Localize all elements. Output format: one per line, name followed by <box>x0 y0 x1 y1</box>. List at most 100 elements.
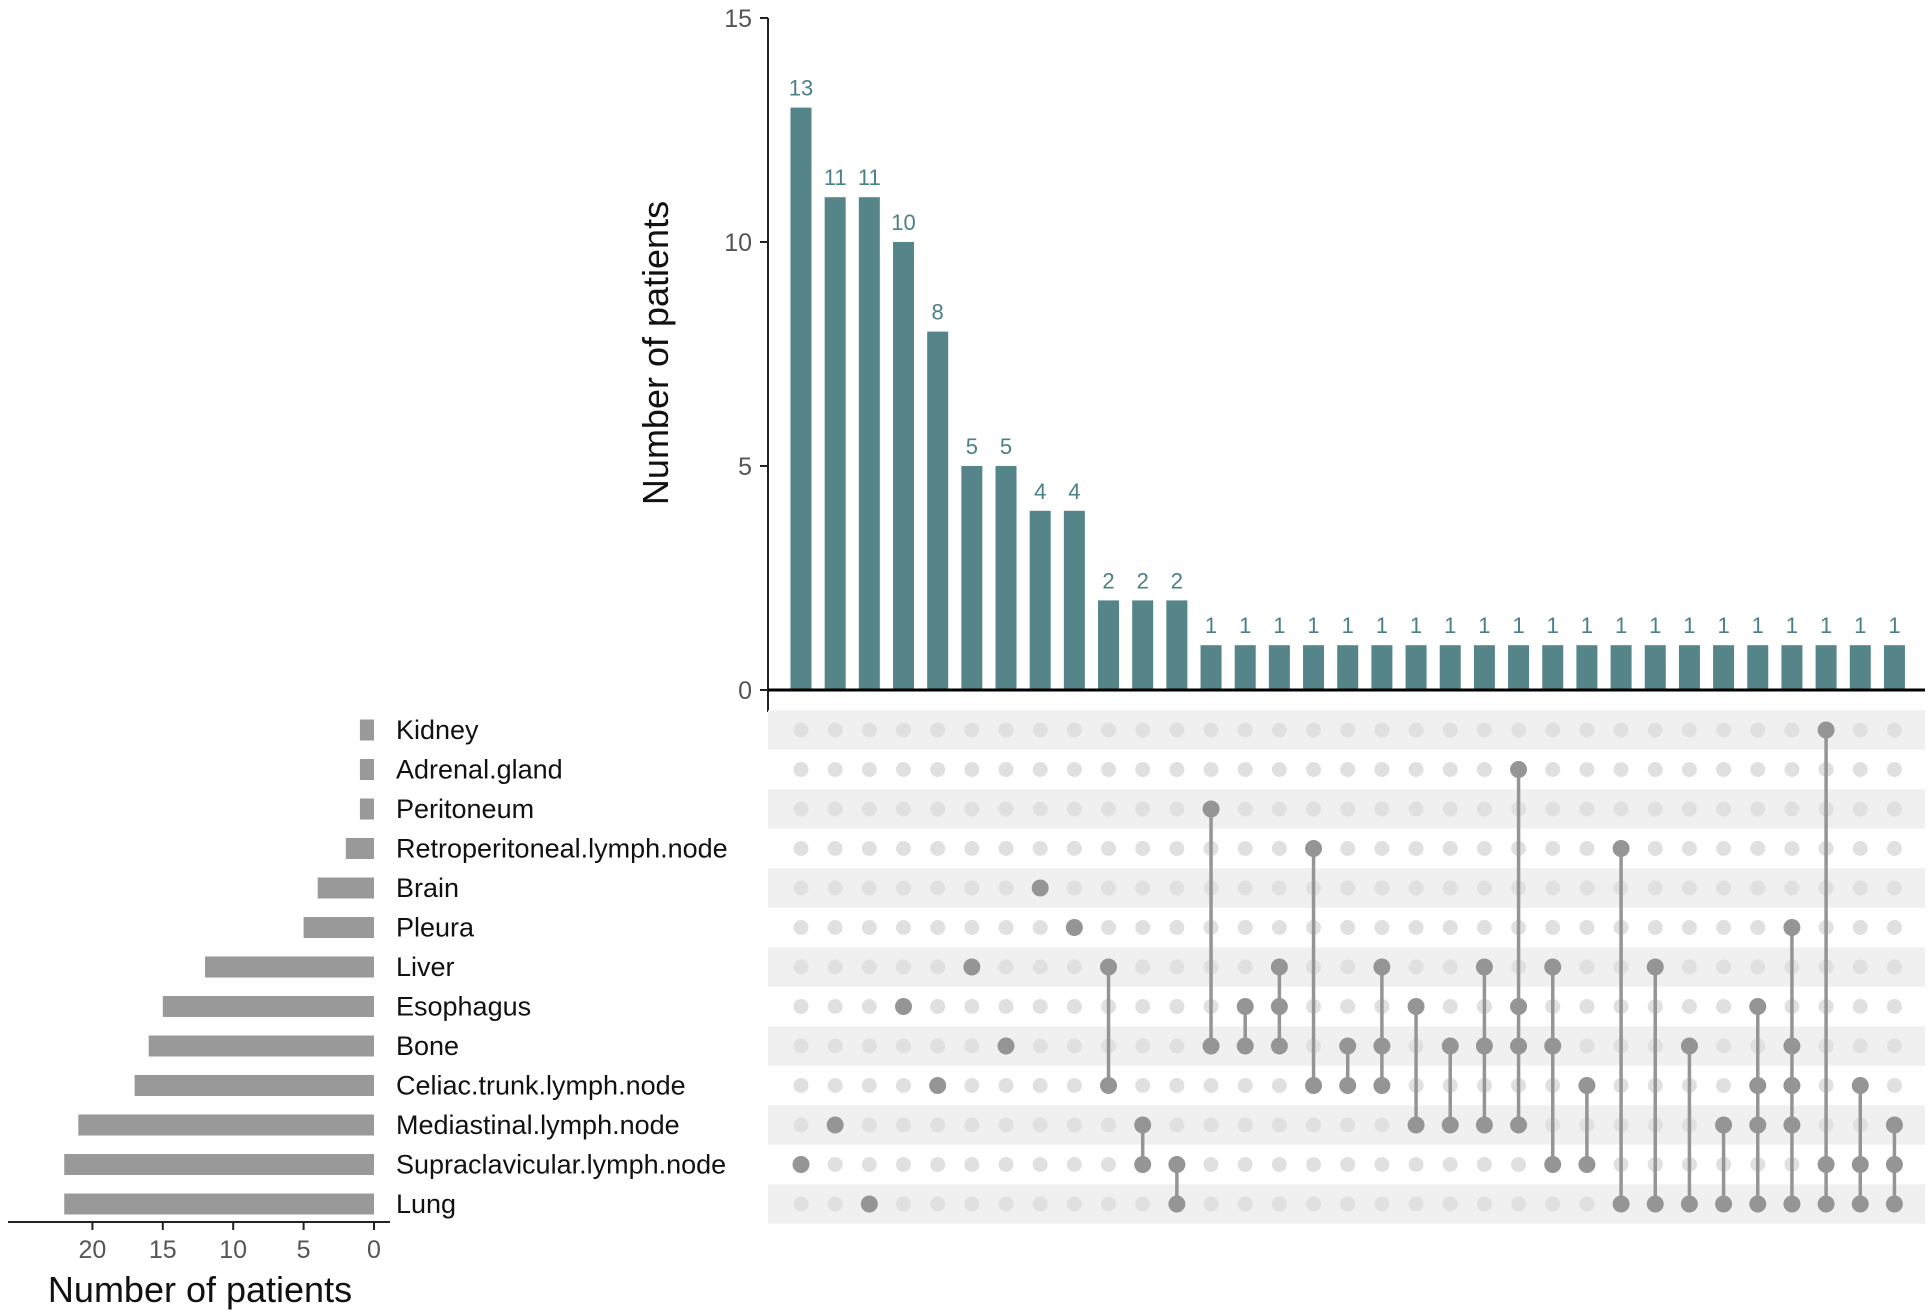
matrix-dot-empty <box>964 762 980 777</box>
matrix-dot-empty <box>1886 722 1902 738</box>
intersection-bar <box>1098 600 1120 690</box>
matrix-dot-empty <box>896 1078 912 1093</box>
matrix-dot-filled <box>1817 1195 1835 1213</box>
matrix-dot-empty <box>1032 801 1048 817</box>
intersection-bar-label: 1 <box>1307 613 1319 638</box>
matrix-dot-filled <box>1783 1077 1801 1094</box>
matrix-dot-empty <box>998 1196 1014 1212</box>
matrix-dot-empty <box>1579 1196 1595 1212</box>
matrix-dot-empty <box>1203 1157 1219 1172</box>
matrix-dot-empty <box>896 841 912 856</box>
matrix-dot-empty <box>1066 1196 1082 1212</box>
matrix-dot-empty <box>964 880 980 896</box>
matrix-dot-filled <box>1270 958 1288 976</box>
intersection-bar <box>961 466 983 690</box>
matrix-dot-empty <box>1237 1078 1253 1093</box>
set-size-axis-title: Number of patients <box>48 1269 352 1310</box>
intersection-bar-label: 1 <box>1273 613 1285 638</box>
intersection-axis-title: Number of patients <box>635 201 676 505</box>
matrix-dot-empty <box>1066 722 1082 738</box>
set-size-x-tick-label: 10 <box>219 1236 247 1264</box>
matrix-dot-empty <box>896 1038 912 1054</box>
intersection-bar-label: 1 <box>1239 613 1251 638</box>
matrix-dot-filled <box>1578 1077 1596 1094</box>
set-size-x-tick-label: 20 <box>78 1236 106 1264</box>
matrix-dot-empty <box>930 722 946 738</box>
matrix-dot-empty <box>1750 880 1766 896</box>
matrix-dot-empty <box>998 880 1014 896</box>
matrix-dot-empty <box>861 880 877 896</box>
matrix-dot-empty <box>1271 841 1287 856</box>
matrix-dot-empty <box>1032 999 1048 1014</box>
intersection-bar <box>1063 510 1085 690</box>
intersection-bar-label: 4 <box>1068 479 1080 504</box>
intersection-bar-label: 2 <box>1171 568 1183 593</box>
matrix-dot-empty <box>1613 801 1629 817</box>
matrix-dot-empty <box>1442 722 1458 738</box>
matrix-dot-empty <box>861 722 877 738</box>
matrix-dot-empty <box>1750 762 1766 777</box>
matrix-dot-empty <box>1135 1038 1151 1054</box>
matrix-dot-empty <box>1681 999 1697 1014</box>
matrix-dot-empty <box>793 920 809 935</box>
matrix-dot-empty <box>1306 722 1322 738</box>
matrix-dot-empty <box>1032 1157 1048 1172</box>
intersection-bar-label: 5 <box>1000 434 1012 459</box>
matrix-dot-empty <box>1374 722 1390 738</box>
matrix-dot-empty <box>861 762 877 777</box>
matrix-dot-empty <box>896 880 912 896</box>
matrix-dot-empty <box>1579 762 1595 777</box>
matrix-dot-empty <box>1135 722 1151 738</box>
matrix-dot-filled <box>1100 958 1118 976</box>
matrix-dot-empty <box>1032 1078 1048 1093</box>
matrix-dot-filled <box>1407 1116 1425 1134</box>
matrix-dot-empty <box>1237 880 1253 896</box>
matrix-dot-empty <box>1681 801 1697 817</box>
matrix-dot-empty <box>1681 762 1697 777</box>
intersection-bar <box>1815 645 1837 690</box>
matrix-dot-empty <box>827 1038 843 1054</box>
intersection-matrix <box>768 710 1925 1224</box>
matrix-dot-empty <box>793 1117 809 1133</box>
intersection-y-tick-label: 5 <box>738 453 752 481</box>
matrix-dot-empty <box>1306 1117 1322 1133</box>
matrix-dot-empty <box>1408 801 1424 817</box>
matrix-dot-empty <box>827 1196 843 1212</box>
matrix-dot-empty <box>1101 1117 1117 1133</box>
matrix-dot-empty <box>1237 920 1253 935</box>
matrix-dot-empty <box>930 880 946 896</box>
matrix-dot-empty <box>1066 1038 1082 1054</box>
matrix-dot-empty <box>1340 880 1356 896</box>
matrix-dot-empty <box>861 1157 877 1172</box>
matrix-dot-empty <box>1271 801 1287 817</box>
matrix-dot-empty <box>1374 1157 1390 1172</box>
matrix-dot-empty <box>896 801 912 817</box>
matrix-dot-empty <box>1032 1038 1048 1054</box>
intersection-bar-label: 1 <box>1752 613 1764 638</box>
matrix-dot-empty <box>1340 1157 1356 1172</box>
matrix-dot-empty <box>1306 762 1322 777</box>
matrix-dot-empty <box>1886 1078 1902 1093</box>
matrix-dot-filled <box>1475 1116 1493 1134</box>
matrix-dot-filled <box>1373 1077 1391 1094</box>
matrix-dot-empty <box>1476 722 1492 738</box>
matrix-dot-filled <box>1134 1116 1152 1134</box>
matrix-dot-empty <box>1716 999 1732 1014</box>
matrix-dot-empty <box>1647 841 1663 856</box>
matrix-dot-empty <box>1476 801 1492 817</box>
set-size-bar <box>64 1193 375 1215</box>
matrix-dot-empty <box>1681 722 1697 738</box>
matrix-dot-empty <box>1271 920 1287 935</box>
matrix-dot-empty <box>1886 801 1902 817</box>
matrix-dot-empty <box>1852 959 1868 975</box>
matrix-dot-empty <box>1101 722 1117 738</box>
matrix-dot-empty <box>1237 801 1253 817</box>
matrix-dot-empty <box>1340 959 1356 975</box>
intersection-bar-label: 4 <box>1034 479 1046 504</box>
set-label: Bone <box>396 1031 459 1061</box>
set-label: Adrenal.gland <box>396 755 563 785</box>
matrix-dot-empty <box>1340 841 1356 856</box>
intersection-bar-label: 5 <box>966 434 978 459</box>
